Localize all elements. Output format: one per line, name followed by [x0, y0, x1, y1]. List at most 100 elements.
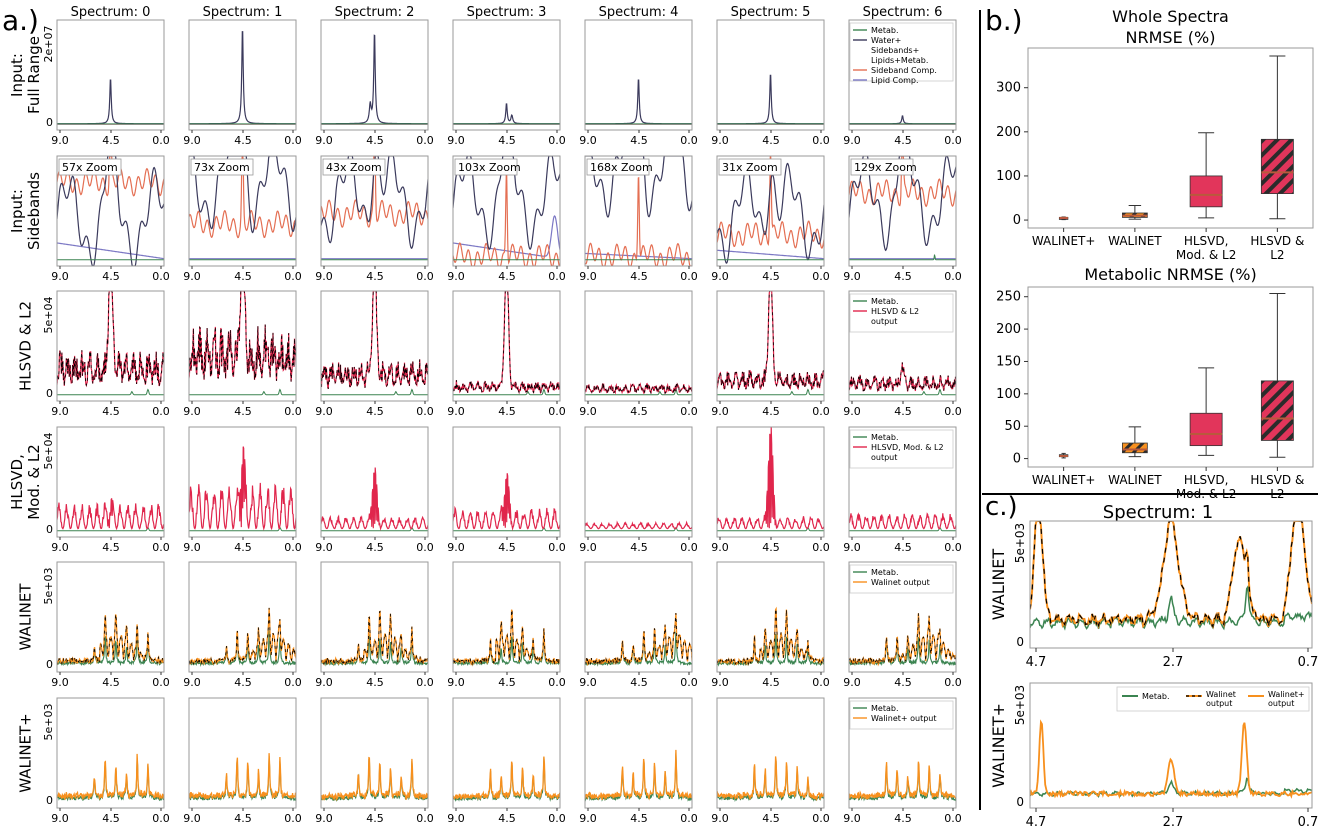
x-tick-label: 4.5: [762, 134, 780, 147]
legend-box: [849, 564, 954, 594]
walinet-output-line: [321, 610, 428, 667]
spectrum-cell: 9.0 4.5 0.0 Metab.Walinet+ output: [843, 697, 962, 825]
x-tick-label: 9.0: [447, 270, 465, 283]
x-tick-label: 4.5: [102, 676, 120, 689]
spectrum-cell: 9.0 4.5 0.0: [711, 561, 830, 689]
x-tick-label: 9.0: [711, 541, 729, 554]
box-body: [1260, 380, 1294, 441]
hlsvd-mod-output-line: [57, 498, 164, 531]
x-tick-label: 9.0: [711, 134, 729, 147]
row-label: Mod. & L2: [25, 444, 43, 520]
x-tick-label: 9.0: [843, 812, 861, 825]
y-top-label: 5e+03: [1013, 685, 1027, 725]
legend-box: [1116, 686, 1310, 712]
x-tick-label: 9.0: [843, 134, 861, 147]
x-tick-label: 4.5: [630, 676, 648, 689]
walinet-output-line: [1030, 521, 1312, 630]
x-tick-label: 4.5: [498, 270, 516, 283]
boxplot-0: Whole Spectra NRMSE (%) 0 100 200 300 WALINET+…: [996, 7, 1314, 262]
column-title: Spectrum: 5: [731, 5, 811, 20]
water-line: [849, 115, 956, 125]
x-tick-label: 9.0: [183, 541, 201, 554]
zoom-text: 103x Zoom: [458, 161, 521, 174]
x-tick-label: 9.0: [711, 270, 729, 283]
detail-frame: [1029, 520, 1313, 649]
spectrum-cell: 31x Zoom 9.0 4.5 0.0: [711, 155, 830, 283]
x-tick-label: 0.0: [812, 541, 830, 554]
plot-frame: [56, 19, 165, 131]
plot-frame: [584, 19, 693, 131]
zoom-label: 168x Zoom: [586, 158, 653, 176]
legend-text: Walinet+ output: [871, 714, 937, 723]
spectrum-cell: 9.0 4.5 0.0: [447, 561, 566, 689]
x-tick-label: 2.7: [1163, 655, 1184, 670]
walinet-output-line: [189, 607, 296, 666]
x-tick-label: 4.5: [234, 405, 252, 418]
x-tick-label: 4.5: [234, 812, 252, 825]
hlsvd-mod-output-line: [849, 512, 956, 530]
x-tick-label: 9.0: [183, 134, 201, 147]
walinet-output-dash: [1030, 521, 1312, 629]
metab-line: [189, 388, 296, 396]
y-top-label: 5e+03: [42, 704, 55, 741]
panel-label-c: c.): [985, 492, 1018, 522]
row-label: HLSVD,: [8, 454, 26, 510]
metab-line: [189, 526, 296, 532]
box-body: [1122, 442, 1148, 454]
plot-frame: [320, 697, 429, 809]
plot-frame: [56, 290, 165, 402]
water-line: [453, 156, 560, 250]
hlsvd-output-dash: [57, 291, 164, 387]
x-tick-label: 9.0: [447, 812, 465, 825]
row-label: Input:: [8, 53, 26, 97]
x-tick-label: 0.0: [680, 676, 698, 689]
legend-text: Metab.: [871, 297, 898, 306]
x-tick-label: 4.5: [894, 405, 912, 418]
spectra-grid: Spectrum: 0 Spectrum: 1 Spectrum: 2 Spectru…: [8, 5, 962, 825]
x-tick-label: Mod. & L2: [1176, 487, 1236, 501]
x-tick-label: 4.5: [102, 541, 120, 554]
plot-frame: [452, 19, 561, 131]
legend-text: output: [1206, 699, 1232, 708]
x-tick-label: 9.0: [315, 405, 333, 418]
water-line: [453, 103, 560, 125]
water-line: [585, 79, 692, 125]
x-tick-label: 4.5: [498, 676, 516, 689]
legend-text: Water+: [871, 36, 901, 45]
sideband-line: [189, 156, 296, 239]
x-tick-label: 0.0: [152, 405, 170, 418]
spectrum-cell: 9.0 4.5 0.0: [711, 290, 830, 418]
spectrum-cell: 43x Zoom 9.0 4.5 0.0: [315, 155, 434, 283]
x-tick-label: 9.0: [51, 541, 69, 554]
boxplot-title: Metabolic NRMSE (%): [1084, 265, 1256, 284]
zoom-label: 103x Zoom: [454, 158, 521, 176]
x-tick-label: WALINET: [1108, 473, 1162, 487]
x-tick-label: 4.7: [1026, 655, 1047, 670]
x-tick-label: 0.0: [680, 270, 698, 283]
legend-box: [849, 700, 954, 730]
zoom-label: 57x Zoom: [58, 158, 122, 176]
lipid-line: [57, 242, 164, 260]
walinet-output-line: [453, 609, 560, 667]
legend-text: Metab.: [871, 26, 898, 35]
sideband-line: [453, 172, 560, 266]
boxplot-frame: [1027, 47, 1314, 229]
legend-text: Sidebands+: [871, 46, 919, 55]
spectrum-cell: 168x Zoom 9.0 4.5 0.0: [579, 155, 698, 283]
legend-box: [849, 22, 954, 82]
column-title: Spectrum: 2: [335, 5, 415, 20]
spectrum-cell: 9.0 4.5 0.0: [447, 697, 566, 825]
row-label: HLSVD & L2: [17, 301, 35, 391]
hlsvd-output-dash: [717, 291, 824, 390]
legend-text: Metab.: [871, 433, 898, 442]
spectrum-cell: 9.0 4.5 0.0: [183, 561, 302, 689]
y-tick-label: 0: [1013, 213, 1021, 228]
x-tick-label: 4.5: [234, 541, 252, 554]
x-tick-label: 0.0: [152, 812, 170, 825]
x-tick-label: 9.0: [315, 270, 333, 283]
legend-text: Metab.: [1142, 692, 1169, 701]
